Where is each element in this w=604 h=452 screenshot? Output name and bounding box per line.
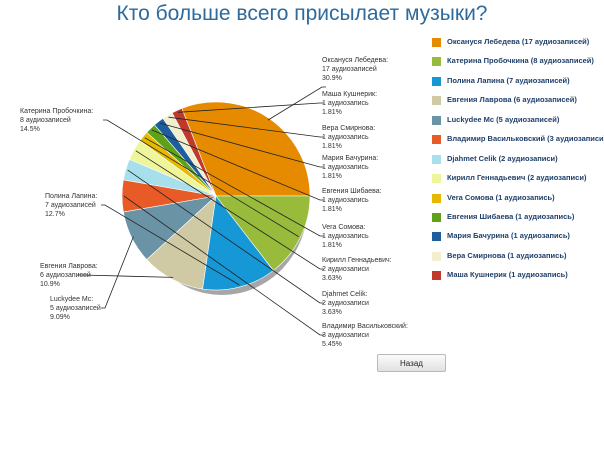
- legend-label: Оксануся Лебедева (17 аудиозаписей): [447, 37, 590, 46]
- leader-line-lapina: [101, 204, 240, 286]
- legend-swatch: [432, 154, 441, 164]
- callout-kushnerik: Маша Кушнерик: 1 аудиозапись 1.81%: [322, 91, 377, 116]
- callout-vasilkovsky: Владимир Васильковский: 3 аудиозаписи 5.45…: [322, 322, 408, 348]
- callout-probochkina: Катерина Пробочкина: 8 аудиозаписей 14.5%: [20, 107, 93, 133]
- legend-swatch: [432, 232, 441, 242]
- legend-item-gennadevich: Кирилл Геннадьевич (2 аудиозаписи): [432, 172, 604, 187]
- callout-luckydee: Luckydee Mc: 5 аудиозаписей 9.09%: [50, 296, 101, 321]
- legend: Оксануся Лебедева (17 аудиозаписей) Катер…: [432, 36, 604, 289]
- callout-lavrova: Евгения Лаврова: 6 аудиозаписей 10.9%: [40, 263, 98, 288]
- legend-label: Маша Кушнерик (1 аудиозапись): [447, 270, 568, 280]
- legend-item-probochkina: Катерина Пробочкина (8 аудиозаписей): [432, 55, 604, 70]
- chart-title: Кто больше всего присылает музыки?: [116, 2, 488, 25]
- callout-shibaeva: Евгения Шибаева: 1 аудиозапись 1.81%: [322, 187, 382, 213]
- pie-slice-lebedeva[interactable]: [181, 101, 311, 197]
- legend-item-shibaeva: Евгения Шибаева (1 аудиозапись): [432, 211, 604, 226]
- leader-line-lebedeva: [267, 86, 326, 121]
- callout-somova: Vera Сомова: 1 аудиозапись 1.81%: [322, 224, 369, 249]
- legend-label: Евгения Шибаева (1 аудиозапись): [447, 211, 575, 221]
- legend-label: Djahmet Celik (2 аудиозаписи): [447, 153, 558, 163]
- leader-line-vasilkovsky: [123, 195, 324, 336]
- legend-item-lebedeva: Оксануся Лебедева (17 аудиозаписей): [432, 36, 604, 51]
- legend-swatch: [432, 212, 441, 222]
- legend-item-smirnova: Вера Смирнова (1 аудиозапись): [432, 250, 604, 265]
- legend-swatch: [432, 115, 441, 125]
- legend-swatch: [432, 271, 441, 281]
- leader-line-probochkina: [103, 119, 299, 237]
- callout-labels: Оксануся Лебедева: 17 аудиозаписей 30.9% Ма…: [20, 56, 408, 348]
- legend-label: Luckydee Mc (5 аудиозаписей): [447, 114, 560, 124]
- legend-label: Полина Лапина (7 аудиозаписей): [447, 75, 570, 85]
- legend-label: Vera Сомова (1 аудиозапись): [447, 192, 555, 202]
- callout-lapina: Полина Лапина: 7 аудиозаписей 12.7%: [45, 193, 97, 218]
- legend-swatch: [432, 38, 441, 47]
- callout-lebedeva: Оксануся Лебедева: 17 аудиозаписей 30.9%: [322, 56, 388, 82]
- legend-swatch: [432, 174, 441, 184]
- legend-label: Вера Смирнова (1 аудиозапись): [447, 250, 567, 260]
- leader-line-somova: [144, 137, 324, 237]
- leader-line-luckydee: [101, 236, 134, 309]
- legend-swatch: [432, 135, 441, 145]
- callout-leaders: [78, 86, 326, 336]
- callout-celik: Djahmet Celik: 2 аудиозаписи 3.63%: [322, 291, 369, 316]
- legend-item-vasilkovsky: Владимир Васильковский (3 аудиозаписи): [432, 133, 604, 148]
- legend-item-lapina: Полина Лапина (7 аудиозаписей): [432, 75, 604, 90]
- legend-item-luckydee: Luckydee Mc (5 аудиозаписей): [432, 114, 604, 129]
- legend-swatch: [432, 96, 441, 106]
- leader-line-bachurina: [159, 122, 324, 168]
- callout-bachurina: Мария Бачурина: 1 аудиозапись 1.81%: [322, 155, 378, 180]
- legend-label: Мария Бачурина (1 аудиозапись): [447, 231, 570, 241]
- legend-item-lavrova: Евгения Лаврова (6 аудиозаписей): [432, 94, 604, 109]
- callout-gennadevich: Кирилл Геннадьевич: 2 аудиозаписи 3.63%: [322, 257, 392, 282]
- leader-line-celik: [127, 169, 324, 304]
- legend-label: Катерина Пробочкина (8 аудиозаписей): [447, 56, 594, 66]
- legend-label: Кирилл Геннадьевич (2 аудиозаписи): [447, 173, 587, 183]
- callout-smirnova: Вера Смирнова: 1 аудиозапись 1.81%: [322, 125, 375, 150]
- legend-item-celik: Djahmet Celik (2 аудиозаписи): [432, 153, 604, 168]
- pie-slices: [121, 101, 311, 291]
- back-button[interactable]: Назад: [377, 354, 446, 372]
- leader-line-gennadevich: [135, 150, 324, 270]
- legend-item-kushnerik: Маша Кушнерик (1 аудиозапись): [432, 269, 604, 284]
- legend-label: Евгения Лаврова (6 аудиозаписей): [447, 95, 577, 105]
- leader-line-shibaeva: [151, 129, 324, 201]
- legend-swatch: [432, 57, 441, 67]
- legend-swatch: [432, 76, 441, 86]
- legend-swatch: [432, 251, 441, 261]
- legend-item-bachurina: Мария Бачурина (1 аудиозапись): [432, 230, 604, 245]
- pie-slice-probochkina[interactable]: [215, 195, 311, 271]
- legend-item-somova: Vera Сомова (1 аудиозапись): [432, 192, 604, 207]
- legend-swatch: [432, 193, 441, 203]
- leader-line-lavrova: [78, 274, 174, 278]
- legend-label: Владимир Васильковский (3 аудиозаписи): [447, 134, 604, 144]
- leader-line-smirnova: [168, 116, 324, 138]
- pie-slice-lapina[interactable]: [202, 195, 274, 291]
- leader-line-kushnerik: [177, 102, 324, 113]
